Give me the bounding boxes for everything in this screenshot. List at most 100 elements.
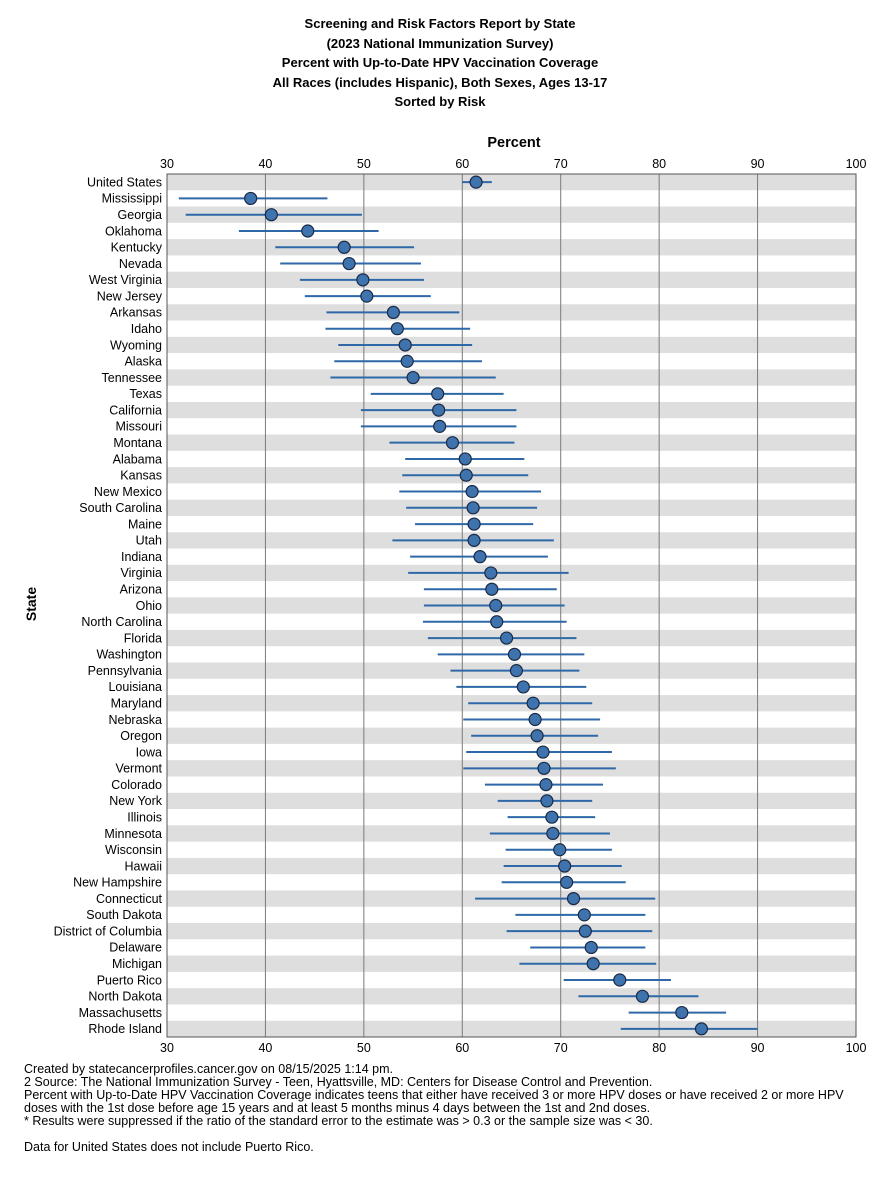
state-label: Maryland	[111, 696, 162, 710]
data-point-group	[437, 647, 585, 661]
state-label: Idaho	[131, 322, 162, 336]
x-tick-label-top: 100	[846, 157, 867, 171]
data-point	[546, 826, 560, 841]
data-point-group	[515, 908, 646, 922]
data-point	[526, 696, 540, 710]
us-note: Data for United States does not include …	[24, 1140, 314, 1154]
state-label: Washington	[96, 648, 162, 662]
state-label: Wisconsin	[105, 843, 162, 857]
state-label: Wyoming	[110, 338, 162, 352]
data-point-group	[501, 875, 626, 889]
data-point-group	[360, 403, 517, 417]
state-label: Florida	[124, 631, 162, 645]
data-point	[507, 647, 522, 661]
state-label: Puerto Rico	[97, 973, 162, 987]
data-point-group	[422, 615, 567, 629]
state-label: Montana	[113, 436, 162, 450]
data-point-group	[370, 387, 504, 401]
state-label: Missouri	[115, 420, 162, 434]
state-label: Arkansas	[110, 306, 162, 320]
x-tick-label-top: 60	[455, 157, 469, 171]
data-point	[499, 631, 514, 645]
data-point	[528, 712, 542, 727]
x-tick-label-bottom: 60	[455, 1041, 469, 1055]
data-point-group	[423, 598, 565, 613]
plot-border	[166, 173, 857, 1038]
data-point-group	[389, 436, 515, 450]
state-label: United States	[87, 175, 162, 189]
title-line: Sorted by Risk	[394, 94, 486, 109]
state-label: Tennessee	[102, 371, 163, 385]
state-label: Minnesota	[104, 827, 162, 841]
data-point	[560, 875, 574, 889]
data-point-group	[410, 550, 548, 564]
state-label: Delaware	[109, 941, 162, 955]
data-point	[360, 289, 374, 303]
data-point	[406, 370, 420, 385]
x-tick-label-bottom: 30	[160, 1041, 174, 1055]
data-point-group	[471, 729, 599, 743]
data-point	[459, 468, 473, 482]
data-point	[467, 533, 481, 547]
data-point-group	[503, 859, 622, 873]
data-point-group	[578, 989, 699, 1003]
row-band	[167, 174, 856, 191]
definition-note: Percent with Up-to-Date HPV Vaccination …	[24, 1088, 844, 1115]
data-point-group	[299, 273, 424, 287]
data-point	[342, 256, 356, 271]
state-label: New Hampshire	[73, 876, 162, 890]
data-point-group	[325, 322, 471, 336]
data-point-group	[456, 680, 587, 694]
data-point-group	[427, 631, 577, 645]
data-point	[337, 240, 351, 254]
data-point-group	[489, 826, 610, 841]
state-label: Michigan	[112, 957, 162, 971]
state-label: Georgia	[118, 208, 163, 222]
x-tick-label-bottom: 100	[846, 1041, 867, 1055]
data-point-group	[415, 517, 534, 531]
suppression-note: * Results were suppressed if the ratio o…	[24, 1114, 653, 1128]
data-point	[584, 940, 598, 955]
x-tick-label-top: 50	[357, 157, 371, 171]
state-label: Texas	[129, 387, 162, 401]
state-label: Oregon	[120, 729, 162, 743]
state-label: Ohio	[136, 599, 162, 613]
data-point	[509, 664, 524, 678]
state-label: South Dakota	[86, 908, 162, 922]
chart-title: Screening and Risk Factors Report by Sta…	[0, 14, 880, 112]
data-point	[469, 175, 483, 189]
data-point-group	[530, 940, 646, 955]
data-point-group	[466, 745, 612, 759]
data-point	[301, 224, 315, 238]
data-point	[516, 680, 530, 694]
data-point-group	[484, 778, 604, 792]
state-label: New Mexico	[94, 485, 162, 499]
data-point	[578, 924, 592, 938]
title-line: (2023 National Immunization Survey)	[326, 35, 554, 51]
data-point-group	[338, 338, 473, 352]
data-point-group	[334, 354, 482, 368]
title-line: Screening and Risk Factors Report by Sta…	[304, 16, 576, 31]
data-point-group	[238, 224, 379, 238]
x-tick-label-top: 70	[554, 157, 568, 171]
x-tick-label-bottom: 50	[357, 1041, 371, 1055]
data-point-group	[468, 696, 593, 710]
state-label: District of Columbia	[54, 924, 162, 938]
data-point	[537, 761, 551, 775]
state-label: South Carolina	[79, 501, 162, 515]
data-point	[485, 582, 499, 596]
data-point	[539, 778, 553, 792]
state-label: North Dakota	[88, 990, 162, 1004]
title-line: All Races (includes Hispanic), Both Sexe…	[272, 74, 608, 90]
data-point	[566, 891, 581, 906]
x-tick-label-bottom: 90	[751, 1041, 765, 1055]
row-band	[167, 955, 856, 972]
source-note: 2 Source: The National Immunization Surv…	[24, 1075, 653, 1089]
data-point-group	[304, 289, 431, 303]
data-point	[400, 354, 414, 368]
state-label: Virginia	[121, 566, 163, 580]
data-point	[545, 810, 559, 824]
state-label: Rhode Island	[88, 1022, 162, 1036]
state-label: Oklahoma	[105, 224, 162, 238]
state-label: Kansas	[120, 469, 162, 483]
